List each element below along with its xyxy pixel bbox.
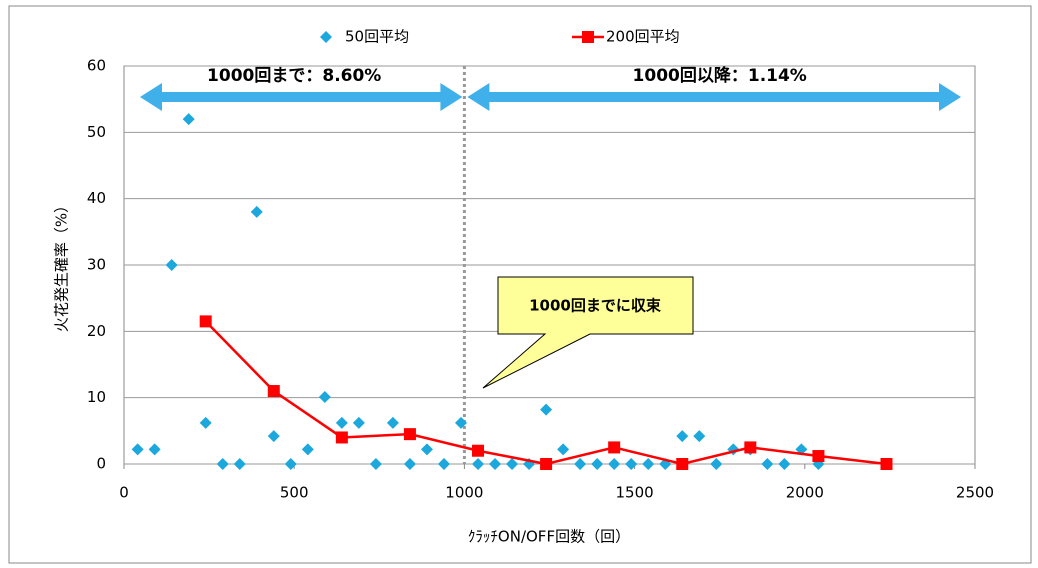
line-marker: [540, 458, 553, 470]
scatter-point: [608, 458, 621, 470]
scatter-point: [216, 458, 229, 470]
scatter-point: [148, 443, 161, 456]
scatter-point: [233, 458, 246, 470]
legend-label: 50回平均: [345, 28, 409, 46]
scatter-point: [182, 113, 195, 126]
scatter-point: [403, 458, 416, 470]
scatter-point: [693, 430, 706, 443]
scatter-point: [318, 391, 331, 404]
line-marker: [812, 450, 825, 463]
annotation: 1000回まで：8.60%: [207, 66, 381, 86]
y-axis-label: 火花発生確率（%）: [53, 198, 71, 332]
legend-marker: [582, 31, 594, 43]
scatter-point: [676, 430, 689, 443]
scatter-point: [335, 416, 348, 429]
scatter-point: [369, 458, 382, 470]
y-tick-label: 60: [87, 57, 106, 75]
scatter-point: [778, 458, 791, 470]
x-tick-label: 2500: [956, 484, 994, 502]
y-tick-label: 50: [87, 123, 106, 141]
scatter-point: [386, 416, 399, 429]
line-marker: [608, 441, 621, 454]
scatter-point: [472, 458, 485, 470]
range-arrow: [140, 83, 463, 111]
line-marker: [403, 428, 416, 441]
x-tick-label: 2000: [786, 484, 824, 502]
line-marker: [199, 315, 212, 328]
scatter-point: [131, 443, 144, 456]
line-marker: [472, 444, 485, 457]
scatter-point: [267, 430, 280, 443]
scatter-point: [625, 458, 638, 470]
scatter-point: [540, 403, 553, 416]
y-tick-label: 10: [87, 388, 106, 406]
line-marker: [676, 458, 689, 470]
x-tick-label: 1000: [445, 484, 483, 502]
scatter-point: [454, 416, 467, 429]
x-tick-label: 1500: [616, 484, 654, 502]
y-tick-label: 0: [96, 455, 106, 473]
line-marker: [335, 431, 348, 444]
scatter-point: [710, 458, 723, 470]
scatter-point: [574, 458, 587, 470]
scatter-point: [165, 259, 178, 271]
scatter-point: [506, 458, 519, 470]
scatter-point: [437, 458, 450, 470]
x-tick-label: 500: [280, 484, 309, 502]
scatter-point: [591, 458, 604, 470]
line-marker: [744, 441, 757, 454]
y-tick-label: 20: [87, 322, 106, 340]
y-tick-label: 30: [87, 256, 106, 274]
scatter-point: [250, 205, 263, 218]
line-marker: [880, 458, 893, 470]
scatter-point: [420, 443, 433, 456]
x-tick-label: 0: [119, 484, 129, 502]
x-axis-label: ｸﾗｯﾁON/OFF回数（回）: [468, 528, 630, 546]
legend-marker: [320, 31, 332, 43]
scatter-point: [642, 458, 655, 470]
scatter-point: [199, 416, 212, 429]
scatter-point: [557, 443, 570, 456]
scatter-point: [761, 458, 774, 470]
callout-text: 1000回までに収束: [529, 297, 662, 315]
line-marker: [267, 385, 280, 398]
scatter-point: [301, 443, 314, 456]
scatter-point: [284, 458, 297, 470]
y-tick-label: 40: [87, 189, 106, 207]
legend-label: 200回平均: [606, 28, 680, 46]
range-arrow: [467, 83, 961, 111]
scatter-point: [352, 416, 365, 429]
annotation: 1000回以降：1.14%: [633, 65, 807, 86]
scatter-point: [489, 458, 502, 470]
callout: [482, 276, 694, 389]
